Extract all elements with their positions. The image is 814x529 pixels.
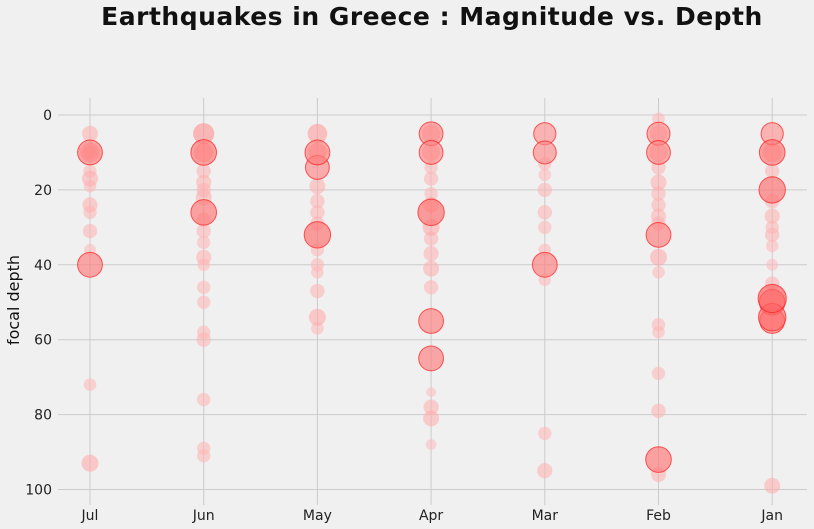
data-point	[651, 366, 666, 381]
data-point	[310, 283, 325, 299]
data-point	[651, 186, 666, 201]
data-point	[418, 140, 444, 165]
data-point	[758, 176, 786, 204]
data-point	[538, 426, 552, 441]
data-point	[197, 280, 211, 294]
data-point	[196, 249, 212, 265]
data-point	[304, 139, 331, 166]
data-point	[538, 168, 552, 182]
data-point	[425, 439, 437, 450]
y-tick-label: 60	[34, 333, 52, 349]
data-point	[423, 260, 440, 277]
data-point	[417, 198, 445, 227]
data-point	[197, 235, 211, 250]
data-point	[82, 223, 98, 239]
data-point	[310, 193, 325, 209]
x-tick-label: May	[303, 508, 332, 524]
data-point	[423, 410, 440, 427]
x-tick-label: Jan	[760, 508, 783, 524]
data-point	[307, 123, 328, 144]
data-point	[310, 205, 325, 220]
data-point	[537, 182, 552, 198]
data-point	[423, 280, 439, 295]
data-point	[190, 199, 217, 226]
x-tick-label: Apr	[419, 508, 443, 524]
x-tick-label: Jul	[81, 508, 99, 524]
y-tick-label: 0	[43, 108, 52, 124]
data-point	[650, 208, 667, 224]
data-point	[303, 221, 332, 249]
data-point	[537, 463, 553, 479]
data-point	[423, 245, 439, 262]
data-point	[81, 454, 99, 472]
data-point	[652, 112, 665, 126]
data-point	[196, 223, 211, 239]
data-point	[82, 170, 98, 187]
y-tick-label: 40	[34, 258, 52, 274]
y-tick-label: 100	[25, 483, 52, 499]
data-point	[82, 197, 98, 213]
data-point	[645, 446, 672, 473]
data-point	[424, 186, 438, 201]
data-point	[197, 449, 211, 463]
data-point	[83, 378, 97, 391]
data-point	[766, 258, 779, 271]
data-points	[77, 112, 787, 494]
data-point	[196, 163, 211, 179]
data-point	[537, 205, 552, 220]
data-point	[418, 345, 445, 372]
data-point	[765, 163, 780, 179]
chart-title: Earthquakes in Greece : Magnitude vs. De…	[101, 2, 763, 31]
data-point	[196, 332, 211, 347]
y-tick-label: 20	[34, 183, 52, 199]
y-axis-label: focal depth	[4, 255, 23, 345]
data-point	[196, 174, 212, 191]
data-point	[193, 123, 215, 145]
data-point	[651, 403, 666, 419]
data-point	[423, 399, 439, 415]
data-point	[765, 239, 779, 253]
data-point	[77, 251, 103, 278]
x-tick-label: Feb	[646, 508, 671, 524]
data-point	[418, 308, 445, 334]
data-point	[531, 251, 558, 278]
data-point	[645, 221, 672, 248]
data-point	[651, 197, 666, 213]
data-point	[426, 387, 437, 398]
data-point	[77, 139, 103, 166]
data-point	[652, 265, 665, 279]
x-tick-labels: Jul Jun May Apr Mar Feb Jan	[81, 508, 783, 524]
data-point	[651, 318, 666, 332]
data-point	[538, 220, 552, 235]
data-point	[423, 171, 439, 186]
data-point	[650, 174, 667, 191]
data-point	[532, 140, 557, 165]
data-point	[765, 227, 780, 243]
data-point	[197, 392, 211, 407]
data-point	[190, 139, 217, 166]
data-point	[310, 258, 325, 272]
data-point	[758, 139, 786, 166]
data-point	[764, 208, 780, 224]
data-point	[757, 283, 787, 314]
data-point	[650, 248, 667, 266]
data-point	[311, 322, 324, 335]
data-point	[308, 308, 326, 326]
data-point	[197, 295, 211, 309]
x-tick-label: Mar	[532, 508, 559, 524]
data-point	[309, 178, 326, 195]
data-point	[764, 477, 781, 494]
data-point	[646, 140, 671, 165]
y-tick-labels: 0 20 40 60 80 100	[25, 108, 52, 499]
y-tick-label: 80	[34, 408, 52, 424]
data-point	[82, 125, 98, 142]
x-tick-label: Jun	[192, 508, 215, 524]
